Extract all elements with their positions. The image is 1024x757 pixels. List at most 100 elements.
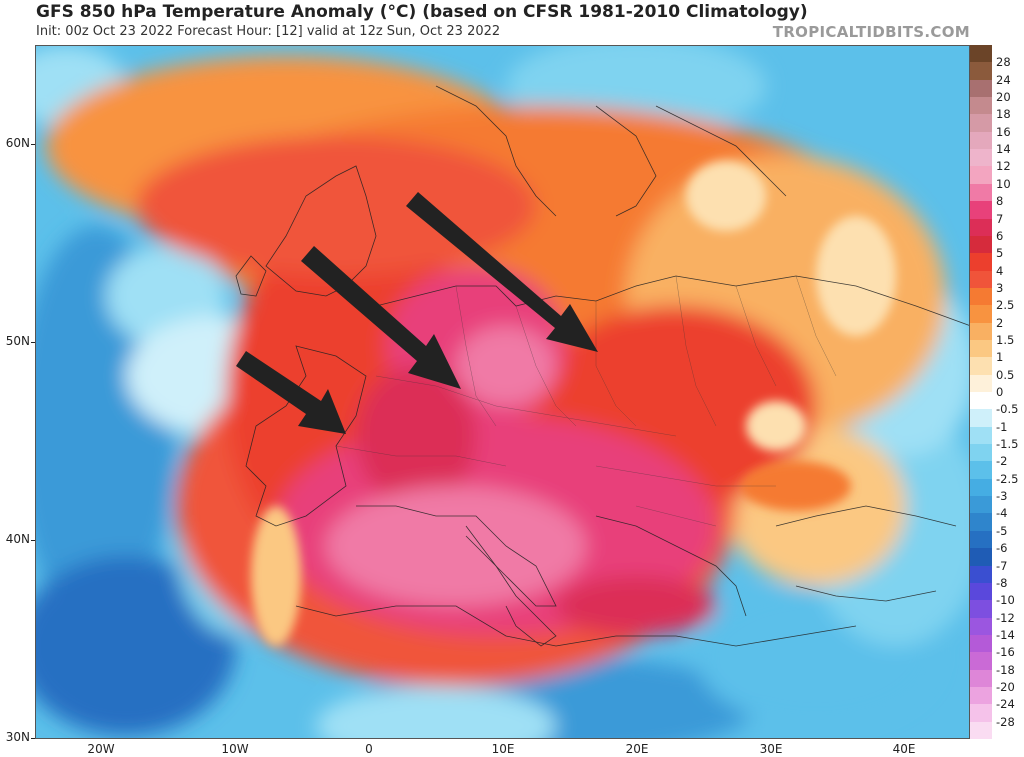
colorbar-segment [970, 79, 992, 98]
colorbar-label: -24 [996, 697, 1015, 712]
colorbar-label: 10 [996, 176, 1011, 191]
colorbar-segment [970, 322, 992, 341]
colorbar-segment [970, 582, 992, 601]
arrow-central-europe [406, 192, 598, 352]
colorbar-label: 12 [996, 159, 1011, 174]
anomaly-map-canvas [36, 46, 969, 738]
latitude-label: 40N [5, 532, 30, 546]
colorbar-label: -4 [996, 506, 1008, 521]
colorbar-label: -2.5 [996, 471, 1019, 486]
colorbar-label: -7 [996, 558, 1008, 573]
latitude-tick [31, 144, 35, 145]
arrow-bay-of-biscay [236, 351, 346, 434]
colorbar-segment [970, 617, 992, 636]
colorbar-label: -10 [996, 593, 1015, 608]
colorbar-label: 2.5 [996, 298, 1015, 313]
colorbar-label: 0 [996, 385, 1004, 399]
colorbar-segment [970, 513, 992, 532]
colorbar-segment [970, 131, 992, 150]
colorbar-label: -20 [996, 679, 1015, 694]
latitude-tick [31, 540, 35, 541]
colorbar-label: -6 [996, 541, 1008, 556]
latitude-tick [31, 738, 35, 739]
colorbar-segment [970, 287, 992, 306]
longitude-label: 20W [87, 742, 115, 756]
colorbar-label: -16 [996, 645, 1015, 660]
colorbar-label: -1 [996, 419, 1008, 434]
colorbar-label: 18 [996, 107, 1011, 122]
coastlines [235, 85, 969, 647]
colorbar-label: 24 [996, 72, 1011, 87]
anomaly-map[interactable] [35, 45, 970, 739]
brand-label: TROPICALTIDBITS.COM [772, 23, 970, 41]
colorbar-label: 1.5 [996, 332, 1015, 347]
latitude-label: 60N [5, 136, 30, 150]
colorbar-segment [970, 166, 992, 185]
colorbar-segment [970, 374, 992, 393]
colorbar-label: 3 [996, 280, 1004, 295]
colorbar-segment [970, 704, 992, 723]
colorbar-label: -18 [996, 662, 1015, 677]
colorbar-label: -2 [996, 454, 1008, 469]
arrow-france [301, 246, 461, 389]
colorbar-segment [970, 97, 992, 115]
colorbar-label: 20 [996, 90, 1011, 105]
colorbar-cap [970, 45, 992, 63]
latitude-tick [31, 342, 35, 343]
colorbar-label: -3 [996, 489, 1008, 504]
colorbar-segment [970, 669, 992, 688]
colorbar-label: 1 [996, 350, 1004, 365]
colorbar-segment [970, 409, 992, 428]
colorbar-segment [970, 183, 992, 202]
map-title: GFS 850 hPa Temperature Anomaly (°C) (ba… [36, 2, 808, 22]
colorbar-segment [970, 686, 992, 705]
colorbar-segment [970, 62, 992, 81]
colorbar-segment [970, 235, 992, 254]
longitude-label: 20E [625, 742, 649, 756]
colorbar-segment [970, 634, 992, 653]
colorbar-segment [970, 149, 992, 167]
colorbar-segment [970, 530, 992, 549]
colorbar [970, 45, 992, 740]
colorbar-segment [970, 565, 992, 584]
colorbar-segment [970, 253, 992, 272]
colorbar-label: 14 [996, 142, 1011, 157]
colorbar-label: 7 [996, 211, 1004, 226]
colorbar-segment [970, 426, 992, 445]
colorbar-label: 5 [996, 246, 1004, 261]
colorbar-label: 16 [996, 124, 1011, 139]
colorbar-label: 28 [996, 55, 1011, 70]
longitude-label: 30E [759, 742, 783, 756]
colorbar-label: 6 [996, 228, 1004, 243]
colorbar-segment [970, 218, 992, 237]
colorbar-label: -1.5 [996, 437, 1019, 452]
anomaly-detail [251, 161, 896, 646]
latitude-label: 50N [5, 334, 30, 348]
latitude-label: 30N [5, 730, 30, 744]
colorbar-segment [970, 652, 992, 671]
longitude-label: 40E [892, 742, 916, 756]
longitude-label: 10E [491, 742, 515, 756]
colorbar-segment [970, 114, 992, 133]
colorbar-label: 2 [996, 315, 1004, 330]
longitude-label: 10W [221, 742, 249, 756]
colorbar-label: 4 [996, 263, 1004, 278]
colorbar-segment [970, 721, 992, 740]
colorbar-label: -12 [996, 610, 1015, 625]
longitude-label: 0 [365, 742, 373, 756]
colorbar-segment [970, 339, 992, 358]
colorbar-label: -28 [996, 714, 1015, 729]
colorbar-segment [970, 201, 992, 219]
colorbar-segment [970, 496, 992, 514]
colorbar-segment [970, 548, 992, 566]
colorbar-segment [970, 357, 992, 376]
colorbar-segment [970, 305, 992, 324]
colorbar-segment [970, 392, 992, 410]
colorbar-label: -0.5 [996, 402, 1019, 417]
colorbar-label: -8 [996, 575, 1008, 590]
colorbar-label: -5 [996, 523, 1008, 538]
colorbar-segment [970, 478, 992, 497]
country-borders [335, 275, 837, 527]
colorbar-segment [970, 444, 992, 462]
colorbar-segment [970, 461, 992, 480]
